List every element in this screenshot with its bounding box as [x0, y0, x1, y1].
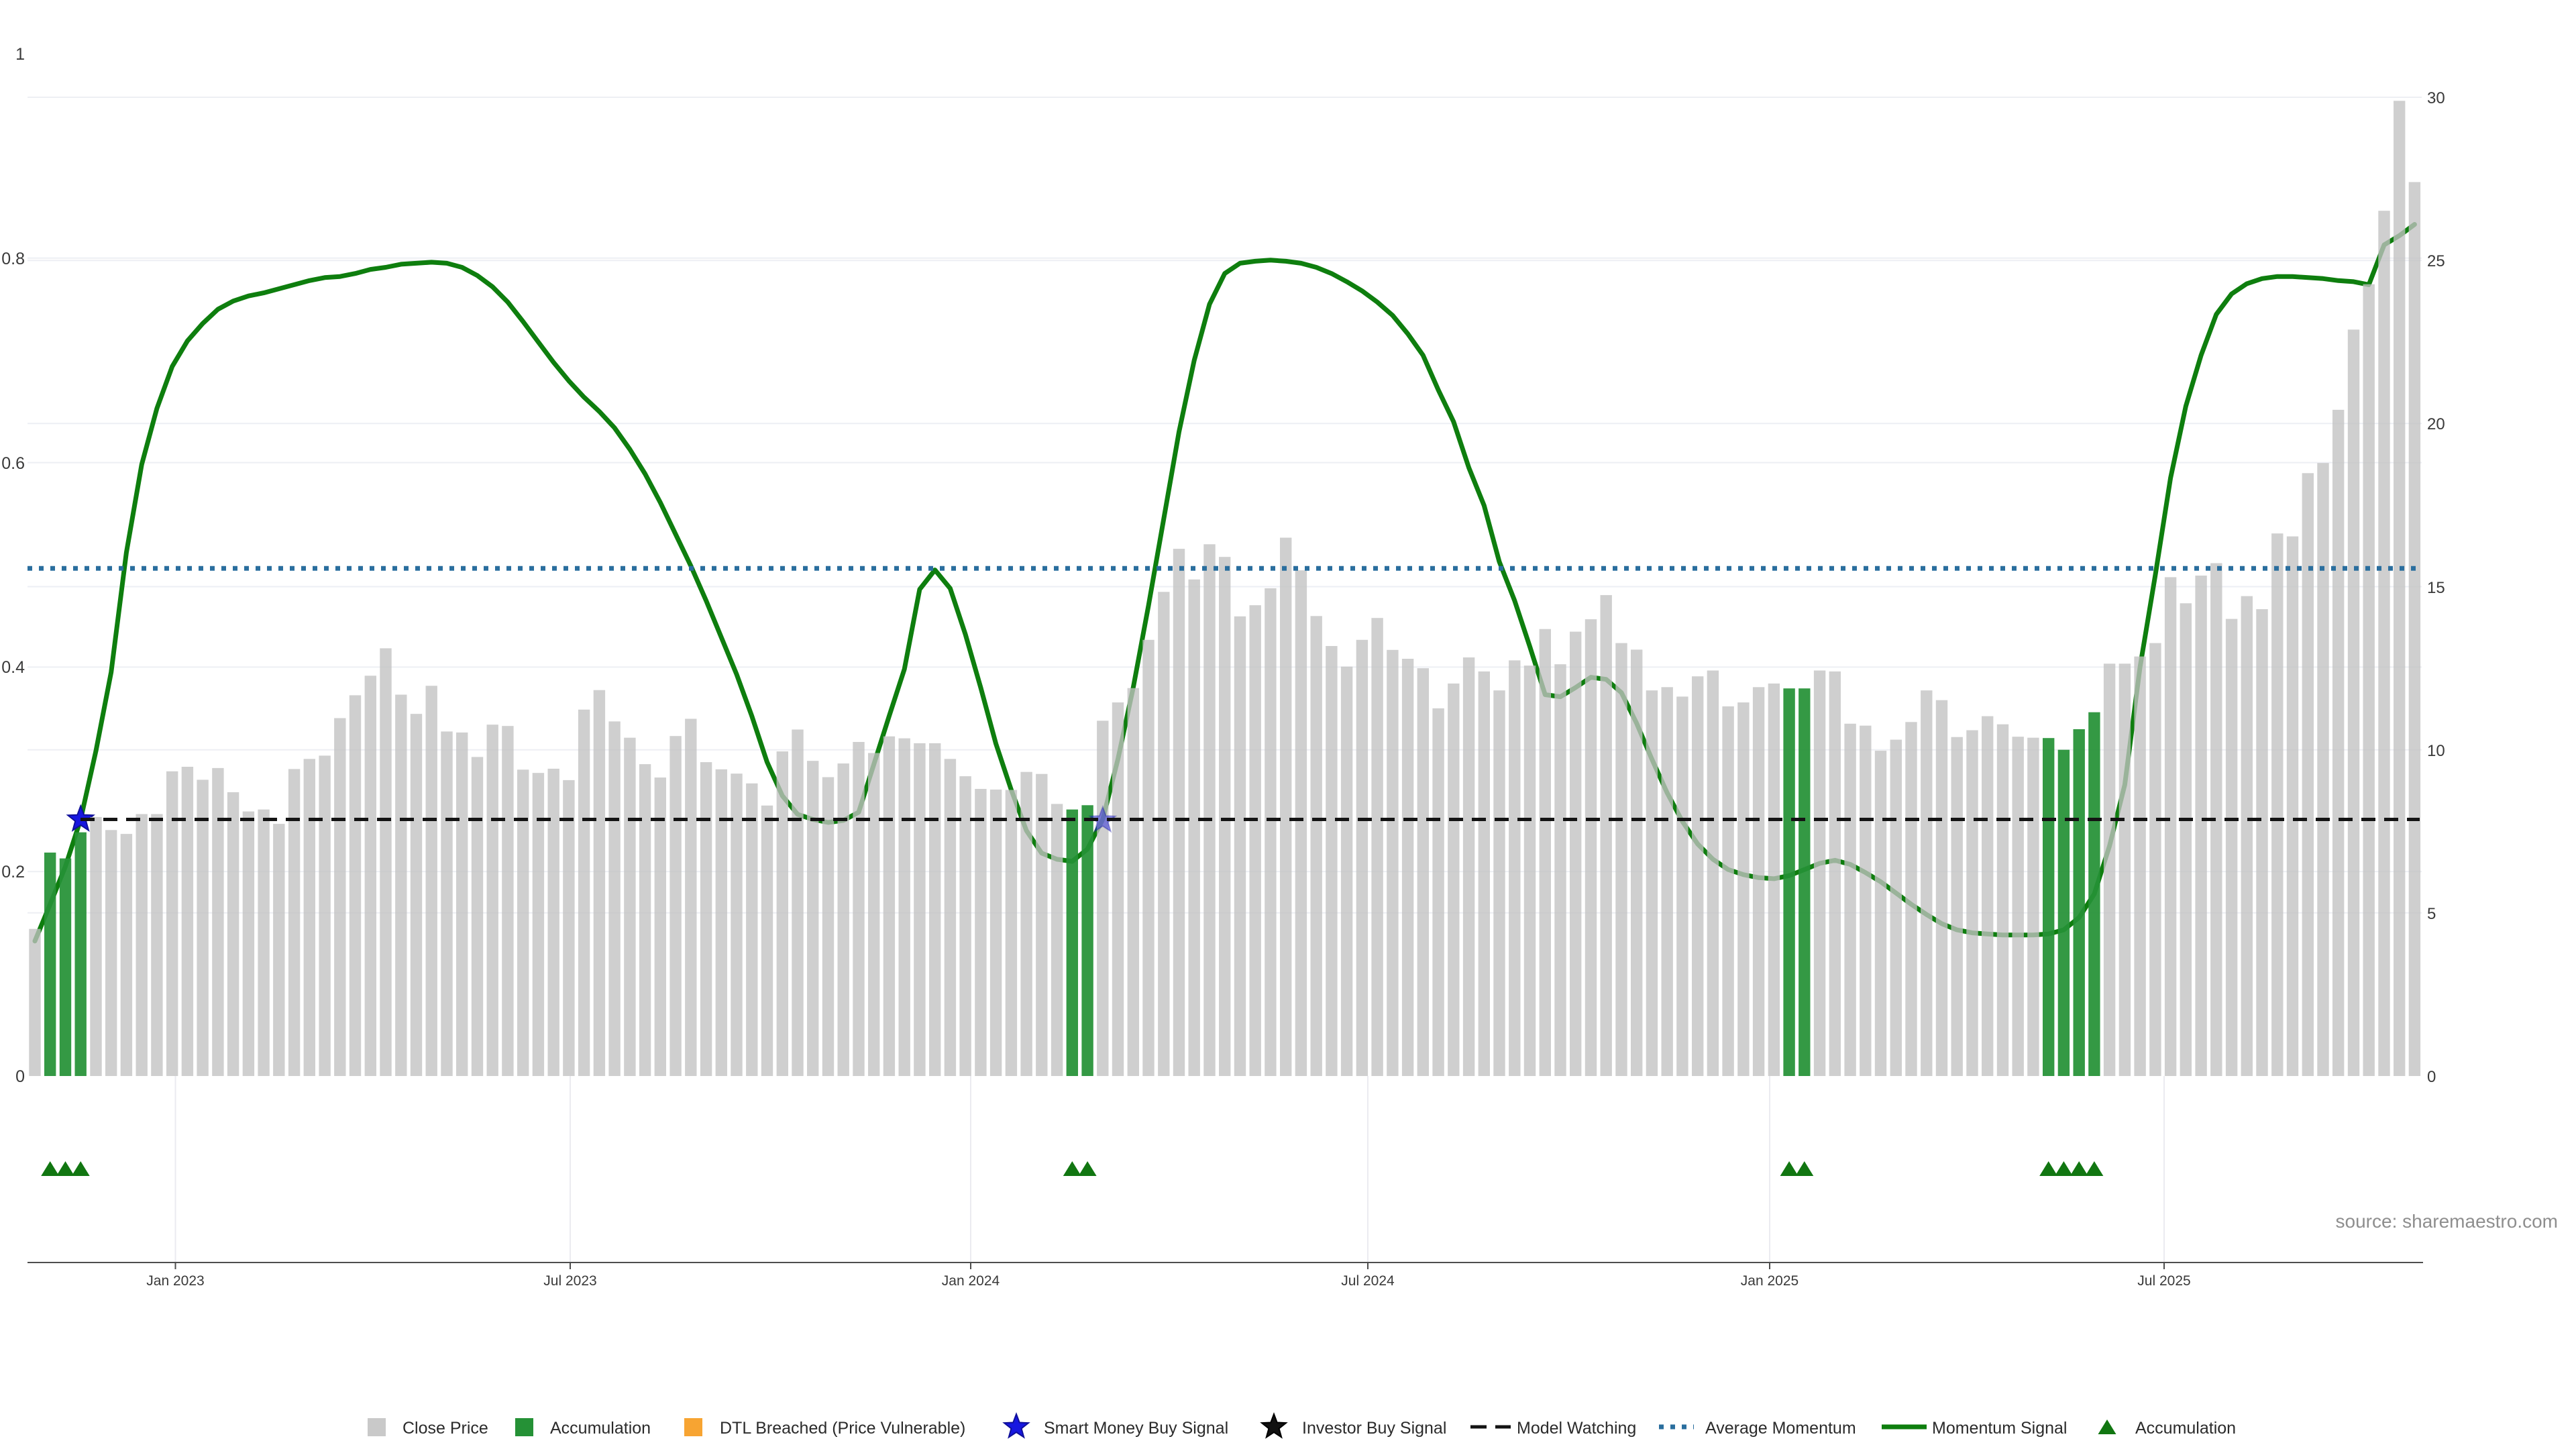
svg-text:DTL Breached (Price Vulnerable: DTL Breached (Price Vulnerable)	[720, 1419, 965, 1438]
svg-text:Smart Money Buy Signal: Smart Money Buy Signal	[1044, 1419, 1228, 1438]
svg-text:10: 10	[2427, 742, 2445, 760]
svg-text:25: 25	[2427, 252, 2445, 270]
svg-text:Model Watching: Model Watching	[1517, 1419, 1636, 1438]
svg-text:source: sharemaestro.com: source: sharemaestro.com	[2336, 1211, 2558, 1232]
svg-text:0: 0	[15, 1067, 25, 1086]
svg-text:Average Momentum: Average Momentum	[1705, 1419, 1856, 1438]
svg-text:20: 20	[2427, 415, 2445, 433]
svg-text:30: 30	[2427, 89, 2445, 107]
svg-text:Momentum Signal: Momentum Signal	[1932, 1419, 2067, 1438]
svg-text:5: 5	[2427, 905, 2436, 923]
svg-text:0.8: 0.8	[1, 250, 25, 268]
svg-text:15: 15	[2427, 579, 2445, 597]
svg-text:Jan 2023: Jan 2023	[146, 1273, 204, 1289]
svg-text:Jan 2024: Jan 2024	[942, 1273, 1000, 1289]
svg-text:Jul 2024: Jul 2024	[1341, 1273, 1395, 1289]
svg-text:Close Price: Close Price	[402, 1419, 488, 1438]
svg-text:Accumulation: Accumulation	[550, 1419, 651, 1438]
svg-text:0.2: 0.2	[1, 863, 25, 881]
svg-text:Jul 2023: Jul 2023	[543, 1273, 596, 1289]
svg-text:Investor Buy Signal: Investor Buy Signal	[1302, 1419, 1446, 1438]
svg-text:0.6: 0.6	[1, 454, 25, 473]
svg-text:1: 1	[15, 45, 25, 64]
svg-text:Jan 2025: Jan 2025	[1741, 1273, 1799, 1289]
svg-text:0.4: 0.4	[1, 658, 25, 677]
svg-text:Jul 2025: Jul 2025	[2137, 1273, 2190, 1289]
svg-text:Accumulation: Accumulation	[2135, 1419, 2236, 1438]
svg-text:0: 0	[2427, 1068, 2436, 1086]
